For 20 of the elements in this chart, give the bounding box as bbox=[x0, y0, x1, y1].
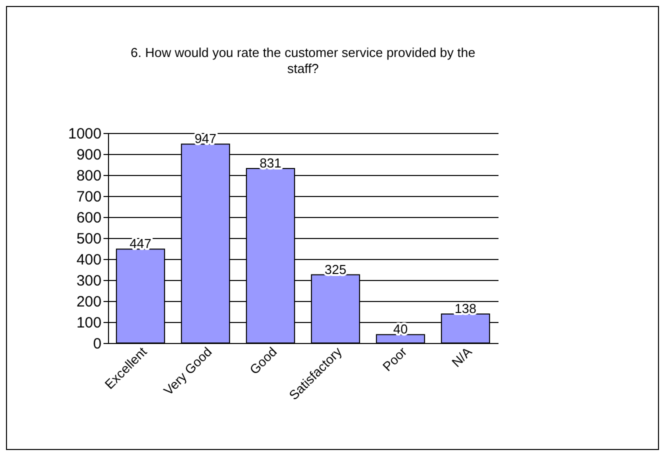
data-label: 947 bbox=[194, 131, 216, 146]
data-label: 325 bbox=[324, 262, 346, 277]
data-label: 40 bbox=[393, 322, 408, 337]
x-tick-label: N/A bbox=[448, 344, 475, 370]
y-tick-label: 0 bbox=[93, 336, 102, 352]
y-tick-label: 1000 bbox=[68, 126, 102, 142]
chart-title: 6. How would you rate the customer service provided by the staff? bbox=[130, 45, 476, 76]
bar bbox=[376, 334, 426, 344]
data-label: 831 bbox=[260, 155, 282, 170]
data-label: 447 bbox=[130, 236, 152, 252]
y-tick-label: 300 bbox=[76, 272, 102, 290]
y-tick-label: 200 bbox=[76, 294, 102, 310]
data-label: 138 bbox=[454, 301, 476, 316]
y-tick-label: 400 bbox=[76, 252, 102, 268]
y-tick-label: 800 bbox=[76, 168, 102, 184]
y-tick-label: 700 bbox=[76, 188, 102, 206]
y-tick-label: 600 bbox=[76, 210, 102, 226]
y-tick-label: 500 bbox=[76, 230, 102, 248]
y-tick-label: 900 bbox=[76, 146, 102, 164]
y-tick-label: 100 bbox=[76, 314, 102, 332]
